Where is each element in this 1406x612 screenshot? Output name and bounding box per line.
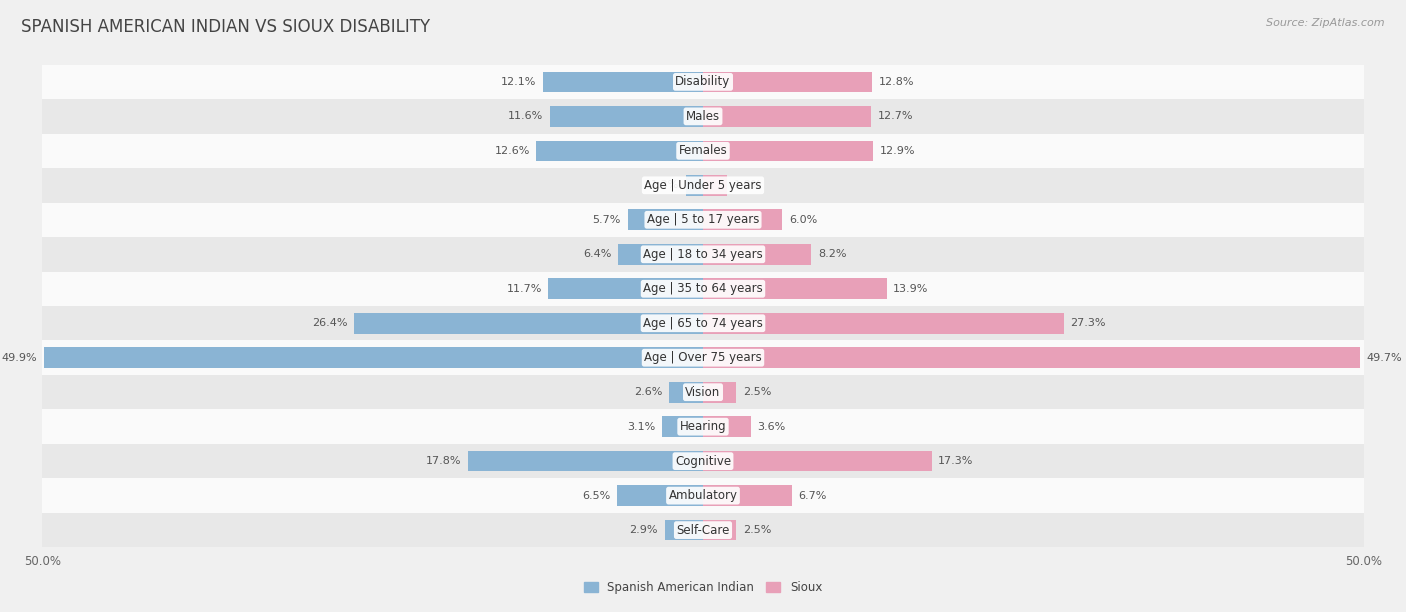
Bar	[703, 485, 792, 506]
Bar	[468, 451, 703, 471]
Text: Age | 65 to 74 years: Age | 65 to 74 years	[643, 317, 763, 330]
Bar	[42, 237, 1364, 272]
Text: 12.6%: 12.6%	[495, 146, 530, 156]
Bar	[665, 520, 703, 540]
Bar	[548, 278, 703, 299]
Text: 49.7%: 49.7%	[1367, 353, 1402, 363]
Bar	[537, 141, 703, 161]
Text: 11.6%: 11.6%	[508, 111, 543, 121]
Text: Disability: Disability	[675, 75, 731, 88]
Text: 8.2%: 8.2%	[818, 249, 846, 259]
Text: 3.1%: 3.1%	[627, 422, 655, 431]
Bar	[42, 375, 1364, 409]
Text: 11.7%: 11.7%	[506, 284, 541, 294]
Bar	[703, 348, 1360, 368]
Text: 6.4%: 6.4%	[583, 249, 612, 259]
Text: 12.9%: 12.9%	[880, 146, 915, 156]
Text: 13.9%: 13.9%	[893, 284, 929, 294]
Bar	[703, 106, 870, 127]
Bar	[42, 340, 1364, 375]
Text: Age | Under 5 years: Age | Under 5 years	[644, 179, 762, 192]
Bar	[354, 313, 703, 334]
Bar	[669, 382, 703, 403]
Bar	[42, 444, 1364, 479]
Bar	[42, 99, 1364, 133]
Text: Age | 5 to 17 years: Age | 5 to 17 years	[647, 214, 759, 226]
Bar	[703, 451, 932, 471]
Bar	[703, 278, 887, 299]
Text: 27.3%: 27.3%	[1070, 318, 1107, 328]
Text: SPANISH AMERICAN INDIAN VS SIOUX DISABILITY: SPANISH AMERICAN INDIAN VS SIOUX DISABIL…	[21, 18, 430, 36]
Text: 12.8%: 12.8%	[879, 77, 914, 87]
Bar	[42, 168, 1364, 203]
Bar	[42, 479, 1364, 513]
Text: Hearing: Hearing	[679, 420, 727, 433]
Bar	[686, 175, 703, 196]
Bar	[42, 272, 1364, 306]
Bar	[543, 72, 703, 92]
Bar	[42, 306, 1364, 340]
Text: 6.7%: 6.7%	[799, 491, 827, 501]
Bar	[42, 65, 1364, 99]
Text: Age | 35 to 64 years: Age | 35 to 64 years	[643, 282, 763, 295]
Bar	[662, 416, 703, 437]
Bar	[703, 416, 751, 437]
Text: 6.5%: 6.5%	[582, 491, 610, 501]
Bar	[703, 209, 782, 230]
Legend: Spanish American Indian, Sioux: Spanish American Indian, Sioux	[579, 577, 827, 599]
Text: 2.5%: 2.5%	[742, 387, 770, 397]
Text: 26.4%: 26.4%	[312, 318, 347, 328]
Text: 3.6%: 3.6%	[758, 422, 786, 431]
Text: 12.1%: 12.1%	[501, 77, 537, 87]
Text: Vision: Vision	[685, 386, 721, 398]
Text: 1.8%: 1.8%	[734, 181, 762, 190]
Text: 17.3%: 17.3%	[938, 456, 973, 466]
Bar	[627, 209, 703, 230]
Bar	[42, 203, 1364, 237]
Text: Source: ZipAtlas.com: Source: ZipAtlas.com	[1267, 18, 1385, 28]
Bar	[42, 513, 1364, 547]
Text: 2.9%: 2.9%	[630, 525, 658, 535]
Text: 1.3%: 1.3%	[651, 181, 679, 190]
Text: Self-Care: Self-Care	[676, 524, 730, 537]
Bar	[44, 348, 703, 368]
Bar	[703, 313, 1064, 334]
Text: 2.5%: 2.5%	[742, 525, 770, 535]
Bar	[42, 133, 1364, 168]
Text: Females: Females	[679, 144, 727, 157]
Text: Age | 18 to 34 years: Age | 18 to 34 years	[643, 248, 763, 261]
Text: Age | Over 75 years: Age | Over 75 years	[644, 351, 762, 364]
Text: Males: Males	[686, 110, 720, 123]
Text: 2.6%: 2.6%	[634, 387, 662, 397]
Text: 12.7%: 12.7%	[877, 111, 912, 121]
Bar	[703, 175, 727, 196]
Text: 6.0%: 6.0%	[789, 215, 817, 225]
Bar	[703, 520, 737, 540]
Text: Cognitive: Cognitive	[675, 455, 731, 468]
Text: 49.9%: 49.9%	[1, 353, 37, 363]
Bar	[703, 141, 873, 161]
Text: Ambulatory: Ambulatory	[668, 489, 738, 502]
Bar	[617, 485, 703, 506]
Bar	[42, 409, 1364, 444]
Bar	[703, 72, 872, 92]
Bar	[550, 106, 703, 127]
Text: 5.7%: 5.7%	[593, 215, 621, 225]
Bar	[703, 382, 737, 403]
Bar	[703, 244, 811, 264]
Bar	[619, 244, 703, 264]
Text: 17.8%: 17.8%	[426, 456, 461, 466]
